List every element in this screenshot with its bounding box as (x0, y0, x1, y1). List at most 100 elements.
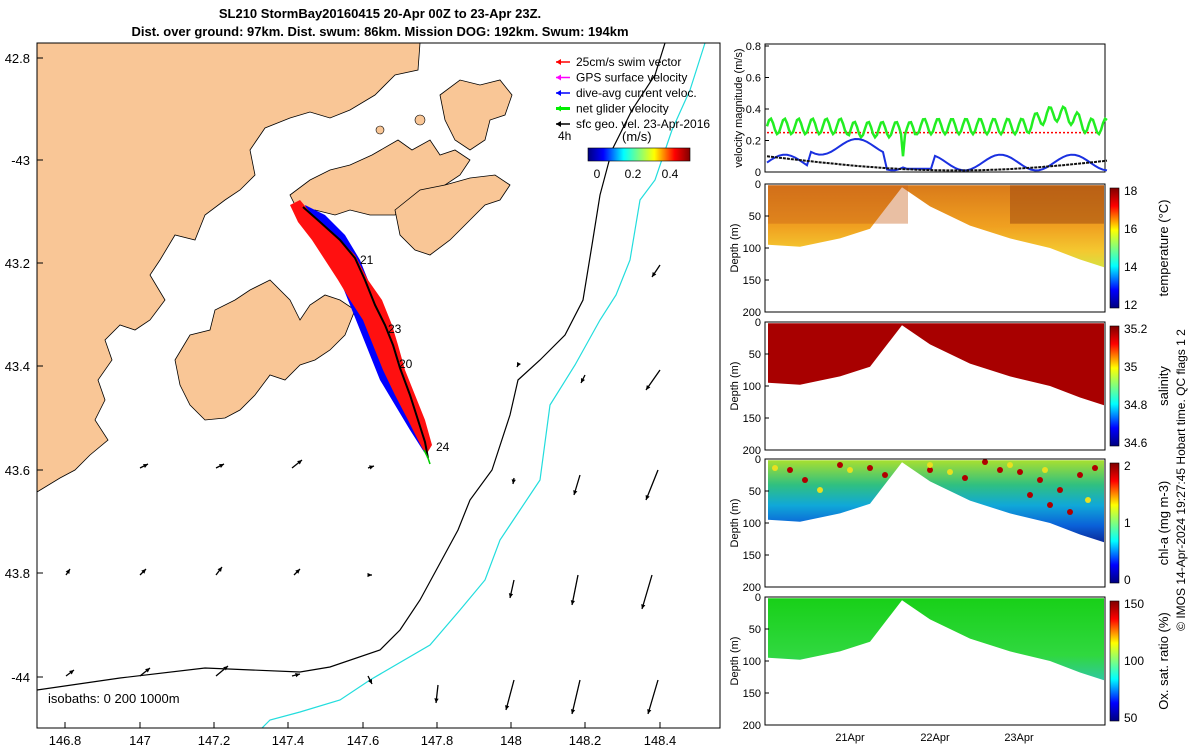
velocity-y-tick-label: 0.6 (746, 73, 761, 85)
depth-tick-label: 200 (743, 720, 761, 732)
depth-tick-label: 50 (749, 349, 761, 361)
chl-high-dot (1017, 469, 1023, 475)
velocity-arrow-head (295, 672, 300, 678)
map-x-tick-label: 147.6 (347, 733, 380, 748)
land-mass-east (394, 174, 511, 256)
colorbar-label: chl-a (mg m-3) (1156, 481, 1171, 566)
velocity-arrow-head (141, 569, 146, 574)
velocity-arrow-head (369, 465, 374, 470)
velocity-arrow-head (219, 464, 224, 468)
map-y-ticks: 42.8 -43 43.2 43.4 43.6 43.8 -44 (5, 51, 43, 685)
velocity-ylabel: velocity magnitude (m/s) (733, 48, 745, 167)
colorbar-gradient (1109, 187, 1120, 309)
map-y-tick-label: 43.2 (5, 256, 30, 271)
track-label: 23 (388, 322, 402, 336)
chl-high-dot (997, 467, 1003, 473)
colorbar-tick-label: 16 (1124, 222, 1138, 236)
chl-mid-dot (1042, 467, 1048, 473)
velocity-arrow-head (652, 272, 657, 277)
map-y-tick-label: 43.6 (5, 463, 30, 478)
depth-tick-label: 150 (743, 688, 761, 700)
colorbar-gradient (1109, 462, 1120, 584)
velocity-arrow-head (511, 479, 516, 484)
velocity-y-tick-label: 0.8 (746, 41, 761, 53)
velocity-arrow-head (69, 670, 74, 675)
chl-mid-dot (1007, 462, 1013, 468)
net-velocity-track (423, 449, 431, 465)
legend-arrowhead (556, 74, 561, 81)
velocity-arrow-shaft (571, 574, 579, 606)
colorbar-tick-label: 35 (1124, 360, 1138, 374)
depth-tick-label: 100 (743, 381, 761, 393)
velocity-arrow-shaft (505, 679, 515, 711)
colorbar-tick-label: 0.2 (625, 167, 642, 181)
velocity-arrow-shaft (641, 574, 653, 610)
legend-arrowhead (556, 90, 561, 96)
section-colorbar: 150 100 50 Ox. sat. ratio (%) (1109, 597, 1171, 725)
depth-tick-label: 200 (743, 445, 761, 457)
land-mass-north (289, 139, 471, 216)
map-x-tick-label: 148.4 (644, 733, 677, 748)
section-panel: 0 50 100 150 200 Depth (m) 18 16 14 12 temperature… (729, 179, 1171, 319)
chl-high-dot (1067, 509, 1073, 515)
chl-high-dot (787, 467, 793, 473)
depth-tick-label: 100 (743, 656, 761, 668)
depth-tick-label: 200 (743, 582, 761, 594)
chl-high-dot (882, 472, 888, 478)
section-data-fill (768, 323, 1104, 406)
velocity-arrow-head (570, 709, 576, 714)
chart-subtitle: Dist. over ground: 97km. Dist. swum: 86k… (131, 24, 629, 39)
map-y-tick-label: -44 (11, 670, 30, 685)
depth-axis-label: Depth (m) (729, 224, 741, 273)
glider-track (302, 206, 429, 459)
map-x-tick-label: 146.8 (49, 733, 82, 748)
section-data-fill (768, 598, 1104, 681)
legend-label: sfc geo. vel. 23-Apr-2016 (576, 117, 710, 131)
colorbar-tick-label: 0 (1124, 573, 1131, 587)
chl-high-dot (982, 459, 988, 465)
map-y-tick-label: 43.8 (5, 566, 30, 581)
depth-tick-label: 0 (755, 317, 761, 329)
colorbar-tick-label: 14 (1124, 260, 1138, 274)
land-mass-west (37, 43, 421, 493)
velocity-arrow-head (646, 385, 651, 390)
map-x-tick-label: 147.2 (198, 733, 231, 748)
colorbar-tick-label: 100 (1124, 654, 1144, 668)
swim-swath-red (290, 200, 432, 455)
map-x-ticks: 146.8 147 147.2 147.4 147.6 147.8 148 148.2 148.… (49, 722, 677, 748)
section-colorbar: 2 1 0 chl-a (mg m-3) (1109, 459, 1171, 587)
legend-label: dive-avg current veloc. (576, 86, 697, 100)
velocity-arrow-head (367, 572, 372, 578)
depth-axis-label: Depth (m) (729, 362, 741, 411)
velocity-y-tick-label: 0.2 (746, 136, 761, 148)
track-label: 21 (360, 253, 374, 267)
time-tick-label: 23Apr (1004, 732, 1034, 744)
map-y-tick-label: 42.8 (5, 51, 30, 66)
chl-high-dot (837, 462, 843, 468)
depth-tick-label: 150 (743, 413, 761, 425)
colorbar-label: temperature (°C) (1156, 200, 1171, 297)
map-y-tick-label: 43.4 (5, 359, 30, 374)
velocity-arrow-head (145, 668, 150, 673)
colorbar-gradient (1109, 325, 1120, 447)
chl-high-dot (1037, 477, 1043, 483)
depth-axis-label: Depth (m) (729, 637, 741, 686)
section-warm-patch (1010, 185, 1104, 224)
series-dive-avg-current (766, 137, 1108, 172)
colorbar-gradient (1109, 600, 1120, 722)
velocity-arrow-shaft (645, 469, 659, 501)
map-x-tick-label: 148.2 (569, 733, 602, 748)
chl-high-dot (867, 465, 873, 471)
colorbar-tick-label: 18 (1124, 184, 1138, 198)
velocity-arrow-head (297, 460, 302, 465)
section-warm-patch (768, 185, 908, 224)
colorbar-tick-label: 0 (594, 167, 601, 181)
depth-tick-label: 0 (755, 454, 761, 466)
velocity-y-tick-label: 0 (755, 167, 761, 179)
map-colorbar: 4h (m/s) 0 0.2 0.4 (558, 129, 691, 181)
isobath-200m (37, 43, 666, 691)
velocity-arrow-head (143, 464, 148, 468)
depth-tick-label: 150 (743, 550, 761, 562)
